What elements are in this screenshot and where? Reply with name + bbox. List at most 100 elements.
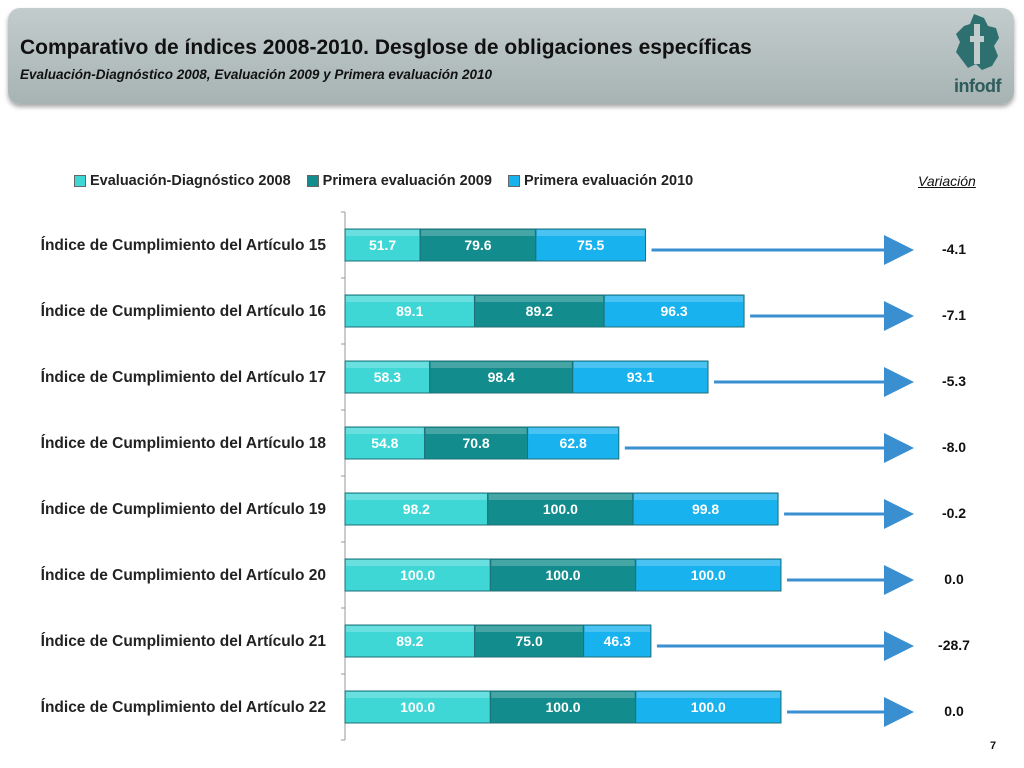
bar-segment: [473, 294, 605, 328]
variation-value: -7.1: [942, 307, 966, 323]
bar-segment: [489, 558, 637, 592]
bar-segment: [419, 228, 537, 262]
bar-segment: [344, 294, 475, 328]
legend-swatch-2009: [306, 175, 319, 187]
bar-highlight: [475, 626, 583, 632]
infodf-logo: infodf: [944, 12, 1014, 104]
category-label: Índice de Cumplimiento del Artículo 15: [41, 237, 327, 254]
page-subtitle: Evaluación-Diagnóstico 2008, Evaluación …: [20, 67, 492, 82]
variation-value: -4.1: [942, 241, 966, 257]
bar-highlight: [636, 692, 780, 698]
bar-segment: [635, 558, 782, 592]
data-label: 100.0: [545, 567, 580, 583]
bar-segment: [603, 294, 745, 328]
data-label: 100.0: [691, 699, 726, 715]
data-label: 100.0: [400, 699, 435, 715]
bar-segment: [489, 690, 637, 724]
data-label: 98.2: [403, 501, 430, 517]
variation-value: -28.7: [938, 637, 970, 653]
bar-highlight: [346, 494, 487, 500]
bar-segment: [572, 360, 709, 394]
bar-highlight: [475, 296, 604, 302]
legend-label-2010: Primera evaluación 2010: [523, 173, 694, 189]
bar-highlight: [346, 692, 490, 698]
category-label: Índice de Cumplimiento del Artículo 17: [41, 369, 326, 386]
bar-segment: [635, 690, 782, 724]
data-label: 75.5: [577, 237, 604, 253]
variation-value: -8.0: [942, 439, 966, 455]
legend-swatch-2008: [74, 175, 86, 187]
bar-highlight: [425, 428, 527, 434]
variation-value: 0.0: [944, 703, 964, 719]
chart-legend: Evaluación-Diagnóstico 2008 Primera eval…: [74, 171, 693, 191]
bar-highlight: [636, 560, 780, 566]
legend-item-2010: Primera evaluación 2010: [507, 173, 694, 189]
data-label: 46.3: [604, 633, 631, 649]
bar-highlight: [346, 626, 474, 632]
data-label: 93.1: [627, 369, 654, 385]
bar-highlight: [488, 494, 633, 500]
city-map-icon: [956, 14, 999, 70]
category-label: Índice de Cumplimiento del Artículo 22: [41, 699, 326, 716]
data-label: 99.8: [692, 501, 719, 517]
data-label: 100.0: [543, 501, 578, 517]
bar-highlight: [346, 230, 420, 236]
page-number: 7: [990, 740, 997, 752]
bar-segment: [632, 492, 779, 526]
category-label: Índice de Cumplimiento del Artículo 21: [41, 633, 327, 650]
data-label: 70.8: [462, 435, 489, 451]
bar-highlight: [634, 494, 778, 500]
logo-text: infodf: [954, 76, 1001, 96]
bar-segment: [344, 360, 431, 394]
bar-segment: [344, 228, 421, 262]
bar-highlight: [536, 230, 645, 236]
category-label: Índice de Cumplimiento del Artículo 19: [41, 501, 327, 518]
bar-highlight: [430, 362, 572, 368]
bar-segment: [344, 690, 491, 724]
data-label: 100.0: [691, 567, 726, 583]
bar-segment: [527, 426, 620, 460]
bar-highlight: [584, 626, 650, 632]
header-banner: Comparativo de índices 2008-2010. Desglo…: [8, 8, 1014, 104]
bar-highlight: [528, 428, 618, 434]
data-label: 98.4: [488, 369, 515, 385]
bar-highlight: [573, 362, 708, 368]
bar-highlight: [421, 230, 535, 236]
variacion-title: Variación: [918, 173, 976, 189]
bar-segment: [424, 426, 529, 460]
bar-segment: [487, 492, 634, 526]
bar-highlight: [491, 692, 635, 698]
data-label: 54.8: [371, 435, 398, 451]
page-title: Comparativo de índices 2008-2010. Desglo…: [20, 36, 752, 59]
data-label: 100.0: [545, 699, 580, 715]
variation-value: -0.2: [942, 505, 966, 521]
data-label: 89.2: [396, 633, 423, 649]
data-label: 62.8: [560, 435, 587, 451]
bar-segment: [474, 624, 585, 658]
bar-highlight: [346, 560, 490, 566]
bar-segment: [535, 228, 647, 262]
legend-item-2008: Evaluación-Diagnóstico 2008: [74, 173, 291, 189]
variation-value: -5.3: [942, 373, 966, 389]
data-label: 100.0: [400, 567, 435, 583]
variation-value: 0.0: [944, 571, 964, 587]
legend-label-2009: Primera evaluación 2009: [322, 173, 492, 189]
category-label: Índice de Cumplimiento del Artículo 16: [41, 303, 327, 320]
legend-label-2008: Evaluación-Diagnóstico 2008: [90, 173, 291, 189]
data-label: 89.2: [526, 303, 553, 319]
bar-highlight: [491, 560, 635, 566]
bar-highlight: [605, 296, 744, 302]
bar-segment: [583, 624, 652, 658]
bar-highlight: [346, 428, 424, 434]
category-label: Índice de Cumplimiento del Artículo 18: [41, 435, 327, 452]
category-label: Índice de Cumplimiento del Artículo 20: [41, 567, 326, 584]
data-label: 58.3: [374, 369, 401, 385]
data-label: 75.0: [516, 633, 543, 649]
bar-segment: [344, 426, 426, 460]
data-label: 89.1: [396, 303, 423, 319]
bar-segment: [429, 360, 574, 394]
data-label: 79.6: [464, 237, 491, 253]
data-label: 51.7: [369, 237, 396, 253]
data-label: 96.3: [660, 303, 687, 319]
